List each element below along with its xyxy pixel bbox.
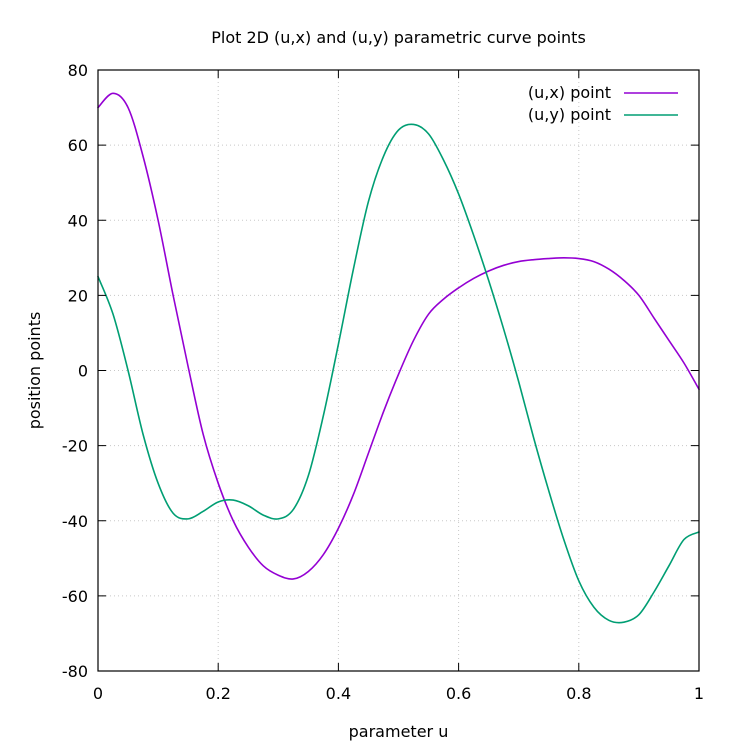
- legend-label-2: (u,y) point: [528, 105, 611, 124]
- y-tick-label: -60: [62, 587, 88, 606]
- x-tick-label: 0.6: [446, 684, 471, 703]
- chart-title: Plot 2D (u,x) and (u,y) parametric curve…: [211, 28, 586, 47]
- x-axis-label: parameter u: [349, 722, 449, 741]
- y-axis-label: position points: [25, 312, 44, 430]
- y-tick-label: 40: [68, 211, 88, 230]
- x-tick-label: 1: [694, 684, 704, 703]
- y-tick-label: 0: [78, 362, 88, 381]
- axis-ticks: 0 0.2 0.4 0.6 0.8 1 -80 -60 -40 -20 0 20 40 60 80: [62, 61, 704, 703]
- grid: [98, 70, 699, 671]
- y-tick-label: 80: [68, 61, 88, 80]
- x-tick-label: 0.8: [566, 684, 591, 703]
- legend: (u,x) point (u,y) point: [528, 83, 678, 124]
- legend-label-1: (u,x) point: [528, 83, 611, 102]
- y-tick-label: -80: [62, 662, 88, 681]
- y-tick-label: 20: [68, 286, 88, 305]
- y-tick-label: -40: [62, 512, 88, 531]
- y-tick-label: 60: [68, 136, 88, 155]
- series-group: [97, 92, 700, 624]
- series-line-1: [97, 92, 700, 580]
- x-tick-label: 0.4: [326, 684, 351, 703]
- y-tick-label: -20: [62, 437, 88, 456]
- series-line-2: [97, 123, 700, 624]
- x-tick-label: 0: [93, 684, 103, 703]
- x-tick-label: 0.2: [205, 684, 230, 703]
